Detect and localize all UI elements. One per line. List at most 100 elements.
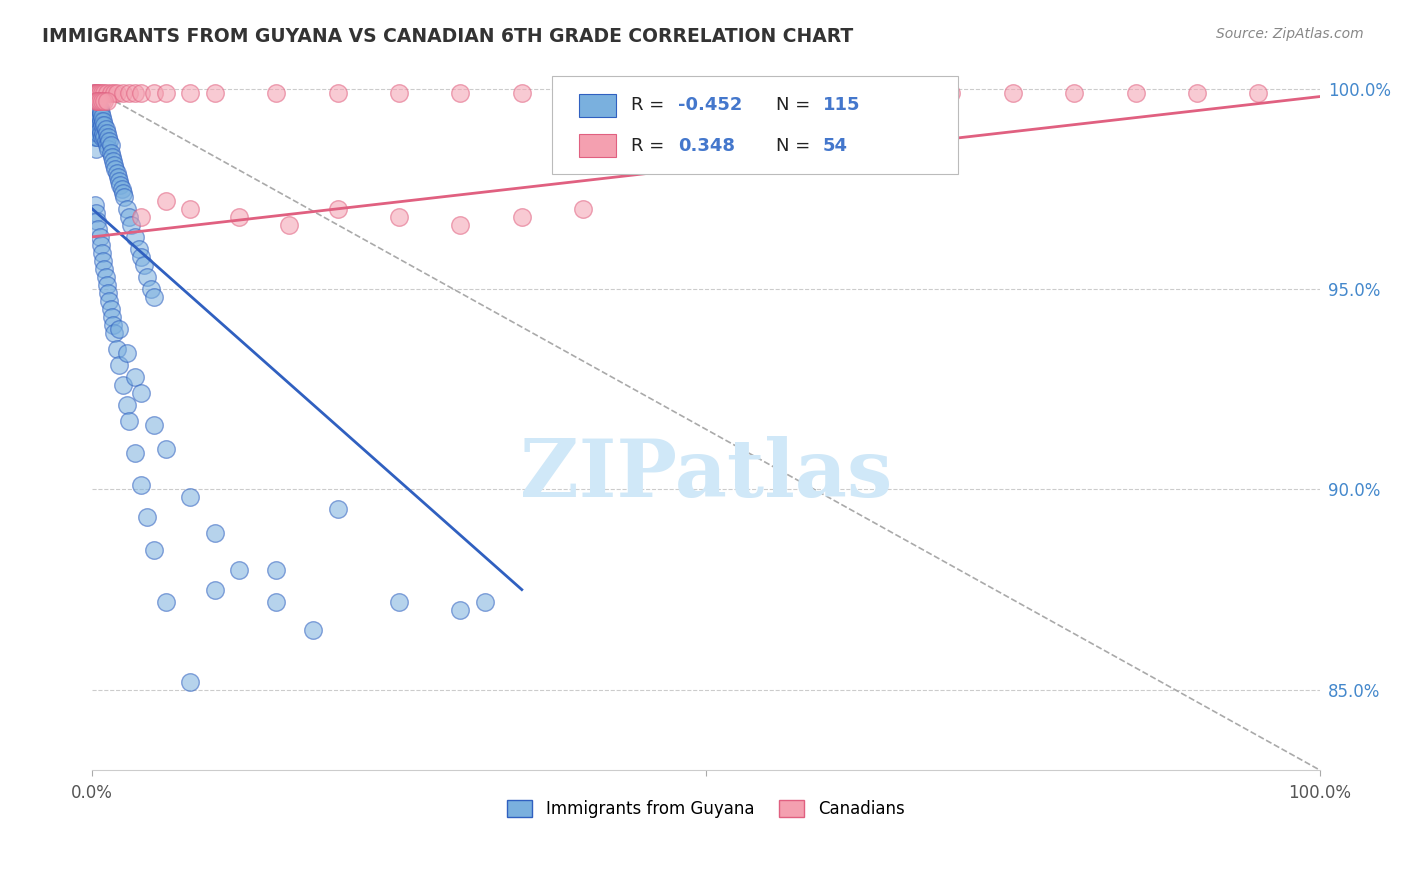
Point: [94, 121, 117, 136]
Point: [84, 94, 107, 108]
Point: [388, 210, 411, 224]
Point: [124, 446, 146, 460]
Point: [89, 230, 111, 244]
Text: ZIPatlas: ZIPatlas: [520, 436, 891, 515]
Point: [98, 134, 121, 148]
Point: [633, 86, 655, 100]
Point: [101, 318, 124, 332]
Point: [129, 86, 152, 100]
Point: [97, 142, 120, 156]
Point: [82, 97, 104, 112]
Point: [101, 310, 124, 324]
Point: [120, 218, 142, 232]
Point: [108, 174, 131, 188]
Point: [388, 86, 411, 100]
Point: [96, 137, 118, 152]
Point: [104, 161, 127, 176]
Bar: [579, 94, 616, 117]
Text: R =: R =: [631, 96, 671, 114]
Text: -0.452: -0.452: [678, 96, 742, 114]
Point: [98, 293, 121, 308]
Point: [204, 582, 226, 597]
Point: [82, 105, 104, 120]
Point: [142, 290, 165, 304]
Point: [91, 113, 114, 128]
Point: [86, 86, 108, 100]
Point: [91, 94, 114, 108]
Text: 115: 115: [823, 96, 860, 114]
Text: N =: N =: [776, 136, 815, 154]
Point: [474, 594, 496, 608]
Point: [179, 674, 201, 689]
Point: [155, 442, 177, 457]
Point: [100, 301, 122, 316]
Point: [326, 502, 349, 516]
Point: [91, 126, 114, 140]
Point: [84, 121, 107, 136]
Point: [105, 166, 128, 180]
Point: [1001, 86, 1024, 100]
Point: [388, 594, 411, 608]
Point: [89, 121, 111, 136]
Point: [302, 623, 325, 637]
Point: [277, 218, 299, 232]
Point: [82, 121, 104, 136]
Point: [326, 202, 349, 216]
Point: [115, 346, 138, 360]
Point: [93, 129, 115, 144]
Point: [100, 137, 122, 152]
Point: [97, 285, 120, 300]
Point: [142, 418, 165, 433]
Point: [83, 102, 105, 116]
Point: [105, 86, 128, 100]
Point: [108, 358, 131, 372]
Point: [695, 86, 717, 100]
Point: [94, 269, 117, 284]
Point: [129, 386, 152, 401]
FancyBboxPatch shape: [553, 76, 957, 174]
Point: [90, 126, 112, 140]
Point: [510, 86, 533, 100]
Point: [111, 186, 134, 200]
Point: [449, 602, 471, 616]
Point: [82, 89, 104, 103]
Point: [111, 86, 134, 100]
Point: [93, 86, 115, 100]
Point: [84, 206, 107, 220]
Point: [91, 118, 114, 132]
Point: [90, 238, 112, 252]
Point: [82, 113, 104, 128]
Point: [90, 105, 112, 120]
Point: [86, 94, 108, 108]
Point: [87, 86, 110, 100]
Point: [89, 102, 111, 116]
Point: [228, 210, 250, 224]
Point: [103, 158, 125, 172]
Point: [204, 86, 226, 100]
Point: [91, 254, 114, 268]
Point: [139, 282, 162, 296]
Point: [179, 86, 201, 100]
Point: [93, 118, 115, 132]
Point: [87, 222, 110, 236]
Point: [266, 86, 288, 100]
Point: [96, 94, 118, 108]
Point: [96, 126, 118, 140]
Point: [93, 94, 115, 108]
Point: [132, 258, 155, 272]
Point: [91, 129, 114, 144]
Point: [83, 129, 105, 144]
Point: [129, 250, 152, 264]
Point: [572, 86, 595, 100]
Point: [87, 94, 110, 108]
Point: [103, 326, 125, 340]
Point: [108, 322, 131, 336]
Text: R =: R =: [631, 136, 671, 154]
Point: [101, 150, 124, 164]
Point: [84, 129, 107, 144]
Point: [228, 563, 250, 577]
Text: IMMIGRANTS FROM GUYANA VS CANADIAN 6TH GRADE CORRELATION CHART: IMMIGRANTS FROM GUYANA VS CANADIAN 6TH G…: [42, 27, 853, 45]
Bar: [579, 135, 616, 157]
Point: [86, 110, 108, 124]
Point: [879, 86, 901, 100]
